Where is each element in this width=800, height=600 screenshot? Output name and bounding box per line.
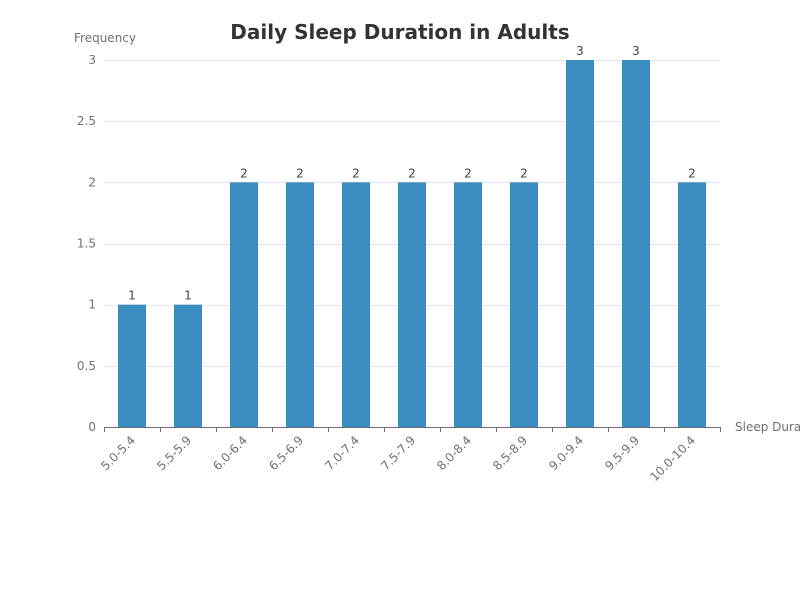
bar[interactable] bbox=[510, 182, 538, 427]
x-tick-label: 6.5-6.9 bbox=[266, 433, 306, 473]
x-tick-label: 5.5-5.9 bbox=[154, 433, 194, 473]
bar-value-label: 3 bbox=[632, 44, 640, 58]
bar[interactable] bbox=[174, 304, 202, 427]
bar-value-label: 2 bbox=[464, 166, 472, 180]
y-tick-label: 1.5 bbox=[77, 237, 96, 251]
data-labels: 1 1 2 2 2 2 2 2 3 3 2 bbox=[128, 44, 696, 303]
y-axis-label: Frequency bbox=[74, 31, 136, 45]
x-tick-label: 9.0-9.4 bbox=[546, 433, 586, 473]
x-tick-label: 10.0-10.4 bbox=[647, 433, 698, 484]
bar-value-label: 1 bbox=[128, 289, 136, 303]
bar[interactable] bbox=[622, 60, 650, 427]
y-tick-label: 1 bbox=[88, 298, 96, 312]
bar[interactable] bbox=[566, 60, 594, 427]
bar-value-label: 1 bbox=[184, 289, 192, 303]
x-tick-label: 6.0-6.4 bbox=[210, 433, 250, 473]
bar-value-label: 2 bbox=[296, 166, 304, 180]
bar-value-label: 2 bbox=[408, 166, 416, 180]
bar-value-label: 2 bbox=[520, 166, 528, 180]
bar[interactable] bbox=[398, 182, 426, 427]
y-tick-label: 2 bbox=[88, 175, 96, 189]
bar[interactable] bbox=[342, 182, 370, 427]
y-tick-label: 2.5 bbox=[77, 114, 96, 128]
x-tick-label: 8.5-8.9 bbox=[490, 433, 530, 473]
bar-series bbox=[118, 60, 706, 427]
x-tick-label: 7.5-7.9 bbox=[378, 433, 418, 473]
chart-title: Daily Sleep Duration in Adults bbox=[230, 20, 569, 44]
bar[interactable] bbox=[454, 182, 482, 427]
bar-value-label: 2 bbox=[688, 166, 696, 180]
y-tick-label: 0.5 bbox=[77, 359, 96, 373]
bar[interactable] bbox=[678, 182, 706, 427]
x-tick-label: 8.0-8.4 bbox=[434, 433, 474, 473]
bar[interactable] bbox=[230, 182, 258, 427]
bar[interactable] bbox=[286, 182, 314, 427]
y-tick-label: 0 bbox=[88, 420, 96, 434]
x-axis-label: Sleep Duration (hours) bbox=[735, 420, 800, 434]
x-tick-label: 5.0-5.4 bbox=[98, 433, 138, 473]
bar-value-label: 2 bbox=[240, 166, 248, 180]
y-tick-label: 3 bbox=[88, 53, 96, 67]
x-tick-label: 9.5-9.9 bbox=[602, 433, 642, 473]
bar-value-label: 2 bbox=[352, 166, 360, 180]
bar[interactable] bbox=[118, 304, 146, 427]
x-tick-label: 7.0-7.4 bbox=[322, 433, 362, 473]
bar-value-label: 3 bbox=[576, 44, 584, 58]
